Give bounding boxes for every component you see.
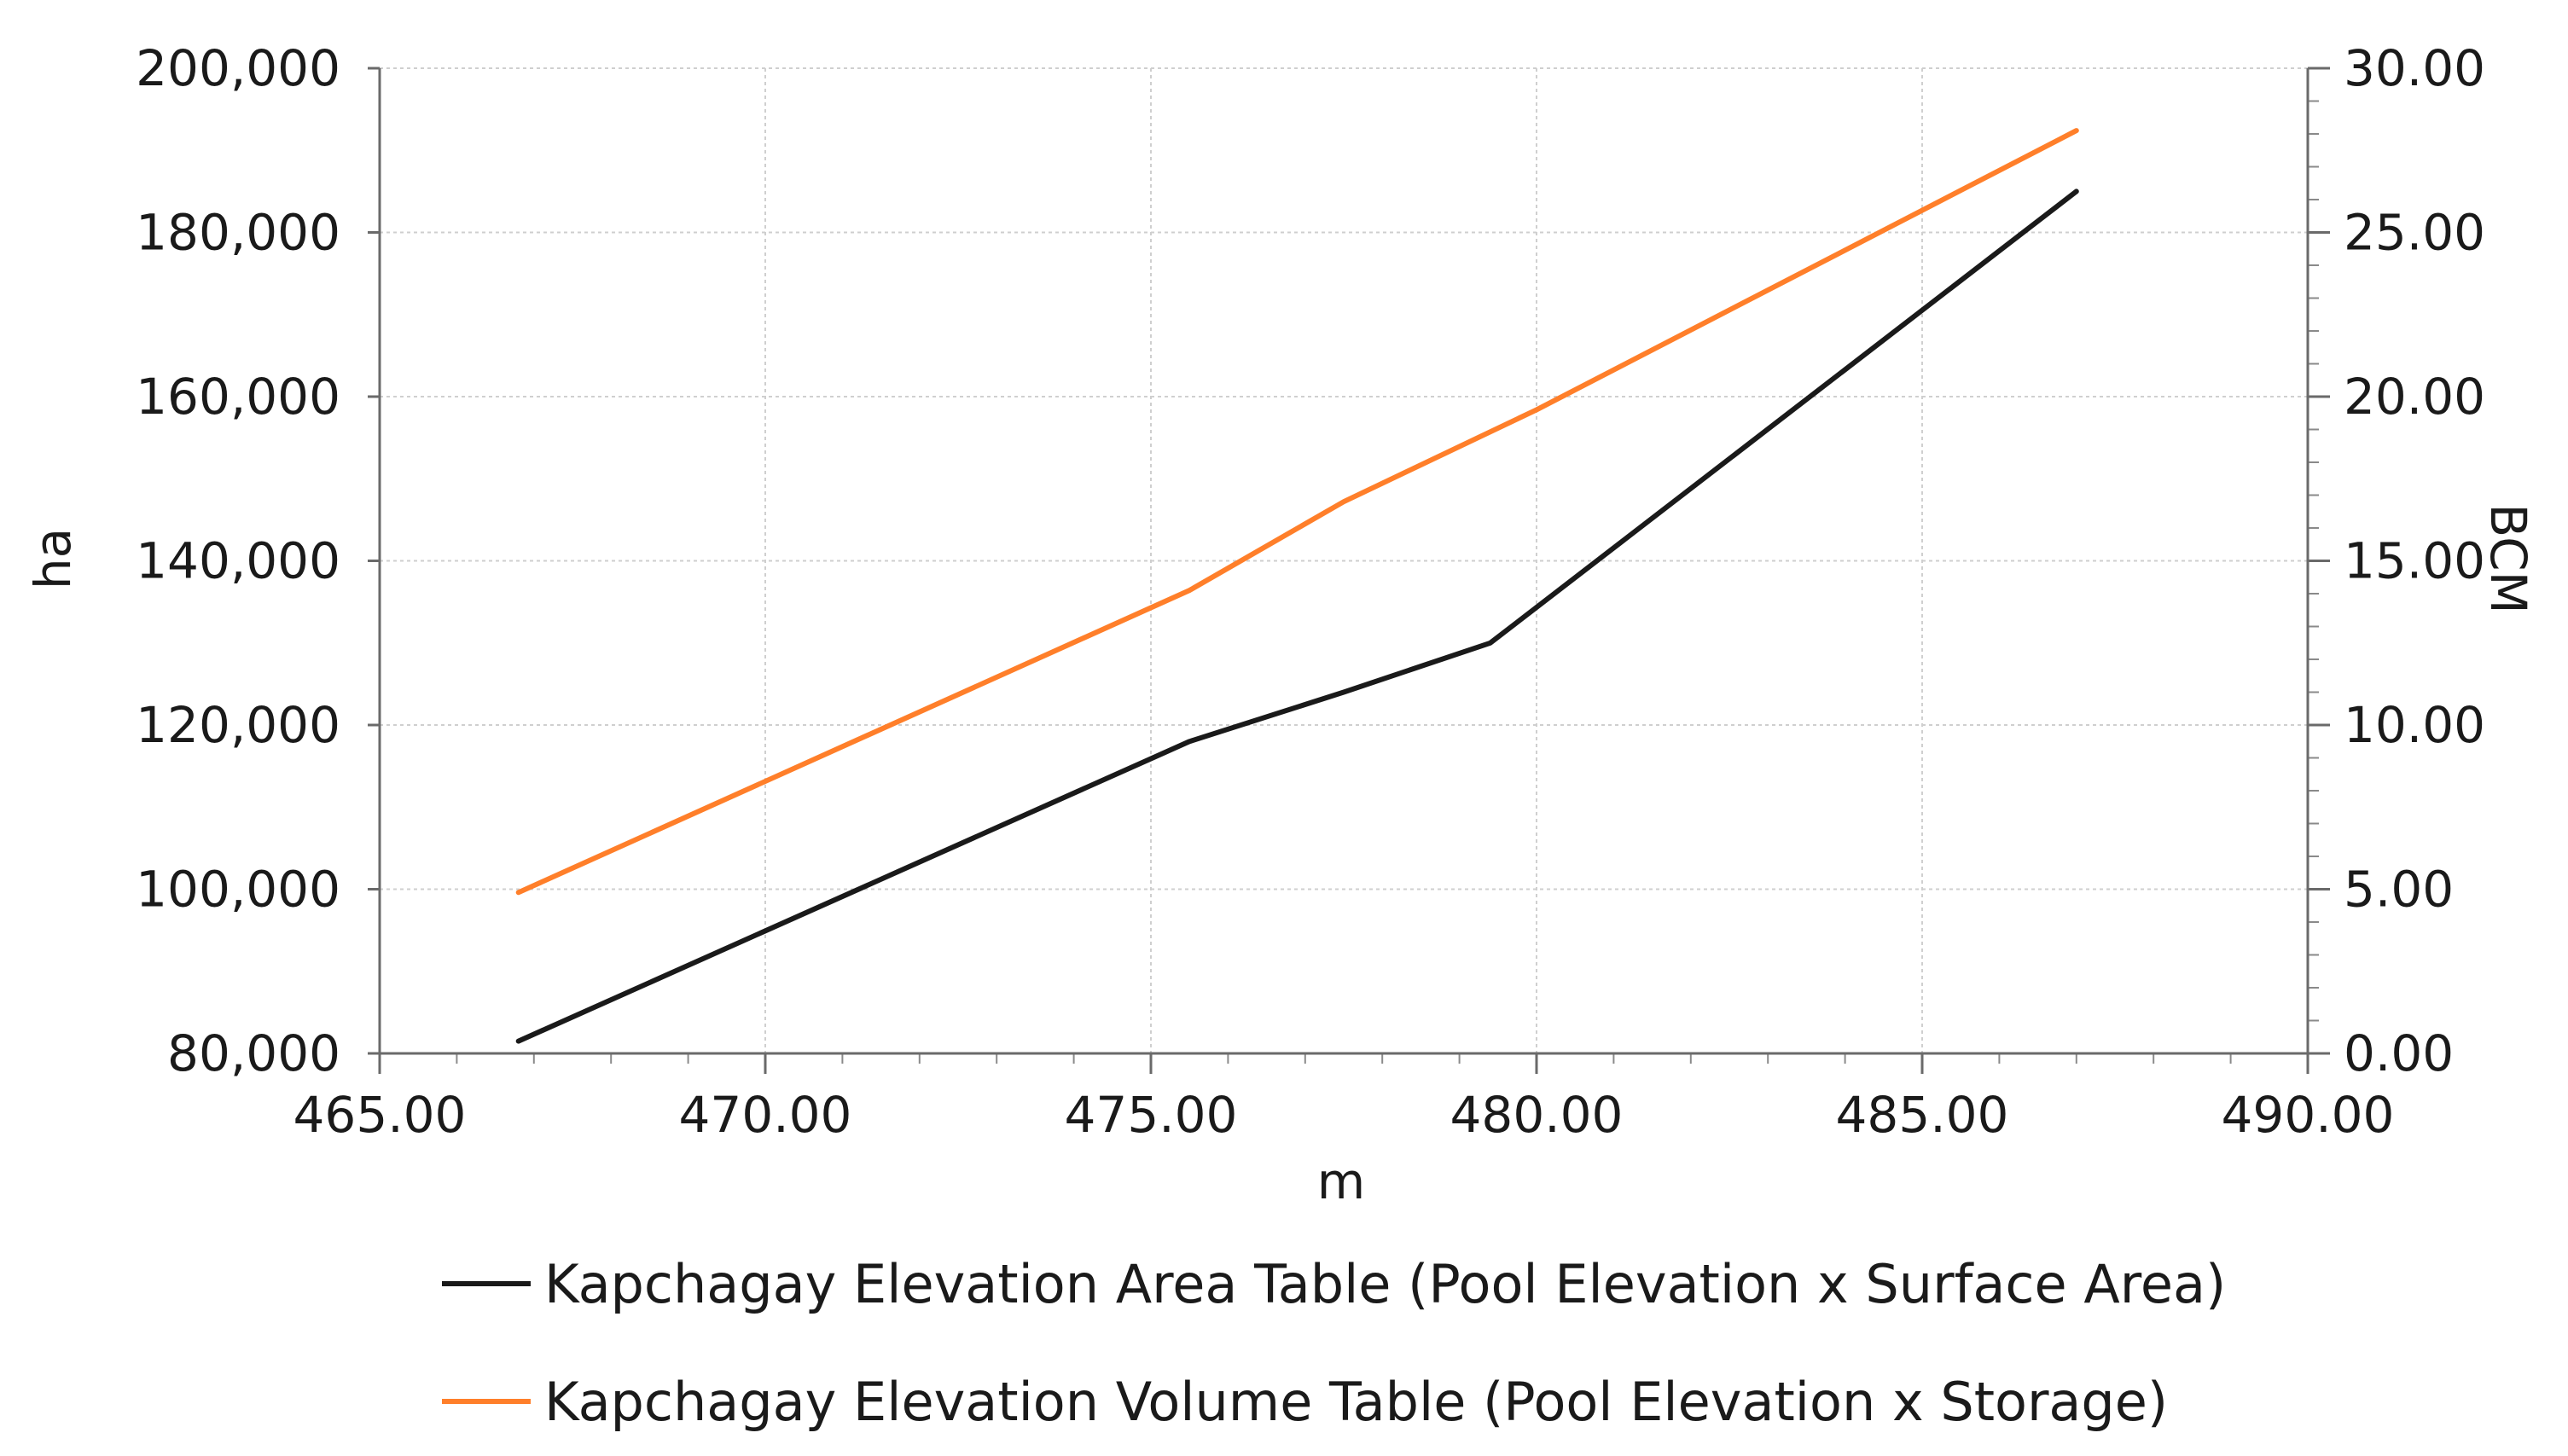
- x-tick-label: 475.00: [1065, 1086, 1238, 1144]
- volume-series-line: [515, 128, 2079, 896]
- x-tick-label: 465.00: [293, 1086, 467, 1144]
- y-axis-title: ha: [24, 528, 82, 589]
- axes: [368, 67, 2330, 1074]
- area-series-line: [515, 189, 2079, 1044]
- grid-lines: [380, 67, 2308, 1053]
- y-tick-label: 160,000: [136, 368, 340, 426]
- x-tick-label: 470.00: [679, 1086, 852, 1144]
- y2-tick-label: 20.00: [2344, 368, 2485, 426]
- y2-tick-label: 0.00: [2344, 1024, 2454, 1082]
- x-tick-label: 485.00: [1836, 1086, 2009, 1144]
- x-axis-title: m: [1317, 1152, 1366, 1210]
- y-tick-label: 100,000: [136, 861, 340, 919]
- y2-tick-label: 25.00: [2344, 204, 2485, 262]
- tick-labels: 465.00 470.00 475.00 480.00 485.00 490.00 80,0…: [136, 39, 2485, 1144]
- y-tick-label: 80,000: [167, 1024, 340, 1082]
- y2-tick-label: 5.00: [2344, 861, 2454, 919]
- series-lines: [515, 128, 2079, 1044]
- y-tick-label: 180,000: [136, 204, 340, 262]
- y-tick-label: 140,000: [136, 532, 340, 590]
- y-tick-label: 120,000: [136, 696, 340, 754]
- y2-tick-label: 15.00: [2344, 532, 2485, 590]
- x-tick-label: 490.00: [2222, 1086, 2395, 1144]
- y-tick-label: 200,000: [136, 39, 340, 97]
- legend: Kapchagay Elevation Area Table (Pool Ele…: [442, 1253, 2226, 1433]
- y2-tick-label: 10.00: [2344, 696, 2485, 754]
- legend-label-area: Kapchagay Elevation Area Table (Pool Ele…: [544, 1253, 2226, 1315]
- y2-tick-label: 30.00: [2344, 39, 2485, 97]
- x-tick-label: 480.00: [1450, 1086, 1624, 1144]
- legend-label-volume: Kapchagay Elevation Volume Table (Pool E…: [544, 1371, 2168, 1433]
- y2-axis-title: BCM: [2479, 503, 2537, 613]
